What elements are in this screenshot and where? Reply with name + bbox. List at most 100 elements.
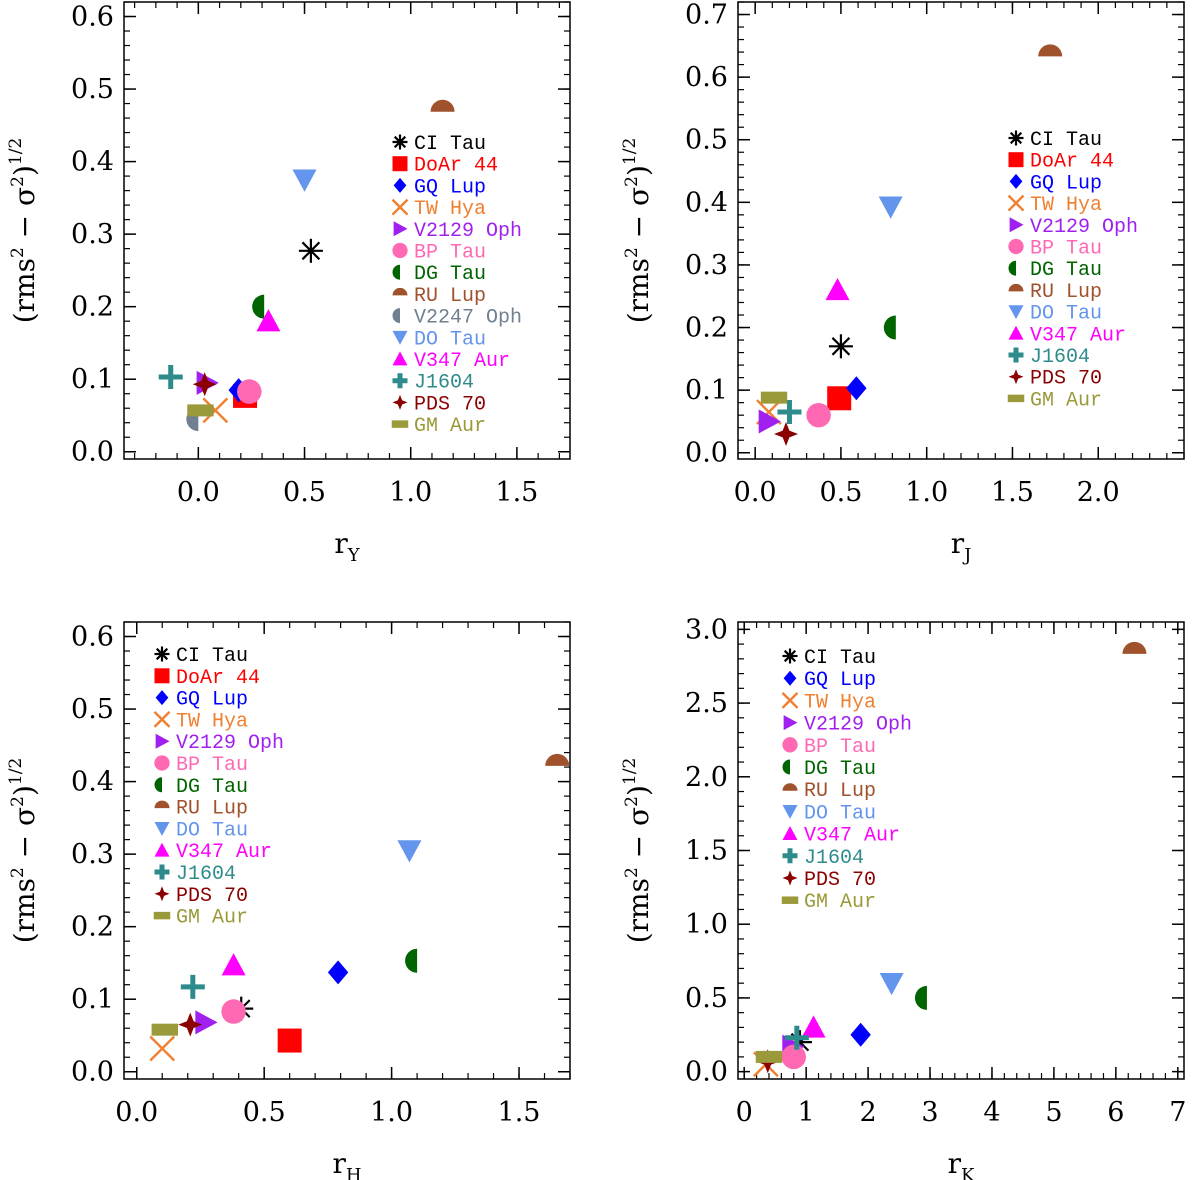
legend-marker-j1604 <box>782 848 798 864</box>
legend-marker-gq-lup <box>393 177 407 193</box>
legend-label-pds-70: PDS 70 <box>1030 368 1102 391</box>
legend-label-ci-tau: CI Tau <box>1030 129 1102 152</box>
data-point-tw-hya <box>202 397 229 424</box>
data-point-bp-tau <box>221 999 246 1024</box>
legend-label-bp-tau: BP Tau <box>176 754 248 777</box>
y-tick-label: 0.4 <box>71 147 114 178</box>
x-tick-label: 1 <box>798 1097 815 1128</box>
y-axis-label: (rms2 − σ2)1/2 <box>6 758 41 944</box>
legend-marker-v347-aur <box>392 351 408 366</box>
legend-marker-j1604 <box>1008 347 1024 363</box>
legend-marker-dg-tau <box>392 264 400 280</box>
y-tick-label: 1.0 <box>685 909 728 940</box>
legend-label-dg-tau: DG Tau <box>414 263 486 286</box>
data-point-bp-tau <box>806 402 831 428</box>
legend-label-tw-hya: TW Hya <box>176 710 248 733</box>
data-point-dg-tau <box>883 315 896 340</box>
legend-marker-gm-aur <box>1007 394 1025 403</box>
legend-marker-tw-hya <box>781 692 799 709</box>
legend-marker-doar-44 <box>392 156 408 172</box>
x-tick-label: 5 <box>1045 1097 1062 1128</box>
x-axis-label: rJ <box>951 527 972 566</box>
x-tick-label: 2.0 <box>1077 477 1120 508</box>
legend-label-j1604: J1604 <box>804 847 864 870</box>
data-point-do-tau <box>397 840 422 863</box>
y-tick-label: 0.2 <box>71 912 114 943</box>
legend-marker-do-tau <box>392 330 408 345</box>
chart-panel-3: 0.0 0.5 1.0 1.5 0.0 0.1 0.2 0.3 0.4 0.5 0.6 rH (rms2… <box>6 621 571 1180</box>
legend-label-gq-lup: GQ Lup <box>1030 172 1102 195</box>
plot-frame <box>123 621 571 1080</box>
legend-label-pds-70: PDS 70 <box>176 885 248 908</box>
legend-label-v2129-oph: V2129 Oph <box>804 714 912 737</box>
x-tick-label: 0.0 <box>734 477 777 508</box>
legend-marker-pds-70 <box>1008 369 1024 385</box>
legend-marker-pds-70 <box>154 886 170 902</box>
y-axis-label: (rms2 − σ2)1/2 <box>620 138 655 324</box>
x-tick-label: 1.5 <box>498 1097 541 1128</box>
legend-marker-j1604 <box>154 864 170 880</box>
data-point-ru-lup <box>1122 641 1147 654</box>
y-tick-label: 0.5 <box>685 125 728 156</box>
y-axis-label: (rms2 − σ2)1/2 <box>6 138 41 324</box>
legend-label-gq-lup: GQ Lup <box>804 669 876 692</box>
legend-marker-v2129-oph <box>1009 217 1024 233</box>
data-point-v347-aur <box>801 1015 826 1038</box>
y-tick-label: 0.6 <box>71 622 114 653</box>
legend-label-gm-aur: GM Aur <box>804 891 876 914</box>
legend-marker-pds-70 <box>782 870 798 886</box>
x-tick-label: 1.0 <box>905 477 948 508</box>
x-tick-label: 6 <box>1107 1097 1124 1128</box>
legend-marker-gm-aur <box>153 911 171 920</box>
chart-panel-1: 0.0 0.5 1.0 1.5 0.0 0.1 0.2 0.3 0.4 0.5 0.6 rY (rms2… <box>6 1 571 566</box>
data-point-do-tau <box>879 972 904 996</box>
legend-label-ci-tau: CI Tau <box>176 645 248 668</box>
data-point-j1604 <box>158 365 183 390</box>
y-tick-label: 0.7 <box>685 0 728 31</box>
y-tick-label: 3.0 <box>685 614 728 645</box>
y-tick-label: 0.0 <box>685 1057 728 1088</box>
y-tick-label: 0.5 <box>71 74 114 105</box>
y-tick-label: 0.2 <box>685 313 728 344</box>
legend-marker-dg-tau <box>1008 260 1016 276</box>
data-point-tw-hya <box>149 1035 176 1062</box>
data-point-ci-tau <box>828 334 853 359</box>
chart-panel-4: 0 1 2 3 4 5 6 7 0.0 0.5 1.0 1.5 2.0 2.5 3.0 rK (rms2 − σ… <box>620 614 1186 1180</box>
data-point-dg-tau <box>405 948 418 973</box>
legend-marker-tw-hya <box>391 198 409 216</box>
x-tick-label: 1.5 <box>495 477 538 508</box>
legend-marker-bp-tau <box>154 755 170 771</box>
legend-marker-bp-tau <box>392 242 408 259</box>
legend-label-bp-tau: BP Tau <box>1030 238 1102 261</box>
legend-marker-pds-70 <box>392 394 408 410</box>
legend-label-v347-aur: V347 Aur <box>414 350 510 373</box>
data-point-pds-70 <box>774 421 799 446</box>
data-point-pds-70 <box>192 372 217 397</box>
data-point-v347-aur <box>221 953 246 976</box>
x-tick-label: 2 <box>859 1097 876 1128</box>
y-tick-label: 0.1 <box>71 364 114 395</box>
legend-label-tw-hya: TW Hya <box>804 691 876 714</box>
data-point-ru-lup <box>1038 44 1063 57</box>
y-tick-label: 0.5 <box>685 983 728 1014</box>
data-point-pds-70 <box>178 1012 203 1037</box>
legend-label-v2129-oph: V2129 Oph <box>176 732 284 755</box>
legend-label-doar-44: DoAr 44 <box>176 667 260 690</box>
legend-label-v2129-oph: V2129 Oph <box>1030 216 1138 239</box>
x-axis-label: rY <box>334 527 360 566</box>
y-tick-label: 0.1 <box>71 984 114 1015</box>
legend-label-do-tau: DO Tau <box>804 802 876 825</box>
y-tick-label: 0.4 <box>685 187 728 218</box>
legend-label-dg-tau: DG Tau <box>804 758 876 781</box>
legend-label-tw-hya: TW Hya <box>1030 194 1102 217</box>
data-point-do-tau <box>292 169 317 192</box>
legend-marker-tw-hya <box>153 711 171 728</box>
legend-marker-gq-lup <box>1009 173 1023 189</box>
legend-label-doar-44: DoAr 44 <box>1030 151 1114 174</box>
data-point-ru-lup <box>430 99 455 112</box>
data-point-doar-44 <box>827 386 852 411</box>
